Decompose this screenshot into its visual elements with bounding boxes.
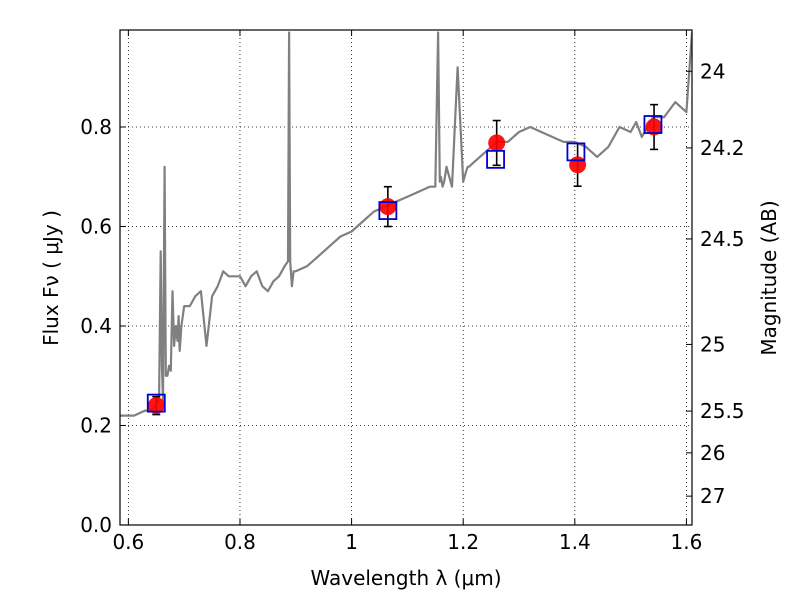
y-tick-label: 0.0 [80,513,112,537]
y-tick-label: 0.4 [80,314,112,338]
y-tick-label: 0.6 [80,215,112,239]
y2-axis-label: Magnitude (AB) [757,200,781,355]
sed-model-line [120,31,692,417]
plot-area [120,31,692,417]
y2-tick-label: 25.5 [700,399,745,423]
x-tick-label: 1 [345,530,358,554]
model-photometry-square [566,142,586,162]
x-axis-label: Wavelength λ (μm) [310,566,501,590]
observed-point [379,198,397,216]
model-photometry-square [643,115,663,134]
y-tick-label: 0.8 [80,115,112,139]
y2-tick-label: 24.5 [700,227,745,251]
model-photometry-square [486,149,505,169]
x-tick-label: 1.2 [447,530,479,554]
y2-tick-label: 27 [700,484,725,508]
y-axis-label: Flux Fν ( μJy ) [39,210,63,346]
plot-frame [119,29,693,526]
x-tick-label: 0.6 [112,530,144,554]
axes: 0.6 0.8 1 1.2 1.4 1.6 0.0 0.2 0.4 0.6 0.8 24 24.2 24.… [80,30,745,554]
model-photometry-square [146,393,166,413]
y2-tick-label: 26 [700,441,725,465]
y-tick-label: 0.2 [80,414,112,438]
model-photometry-square [378,201,398,220]
observed-point [147,397,165,415]
x-tick-label: 1.4 [559,530,591,554]
x-tick-label: 0.8 [224,530,256,554]
y2-tick-label: 24 [700,59,725,83]
observed-point [645,118,663,136]
x-tick-label: 1.6 [671,530,703,554]
observed-point [488,134,506,152]
y2-tick-label: 25 [700,332,725,356]
y2-tick-label: 24.2 [700,136,745,160]
